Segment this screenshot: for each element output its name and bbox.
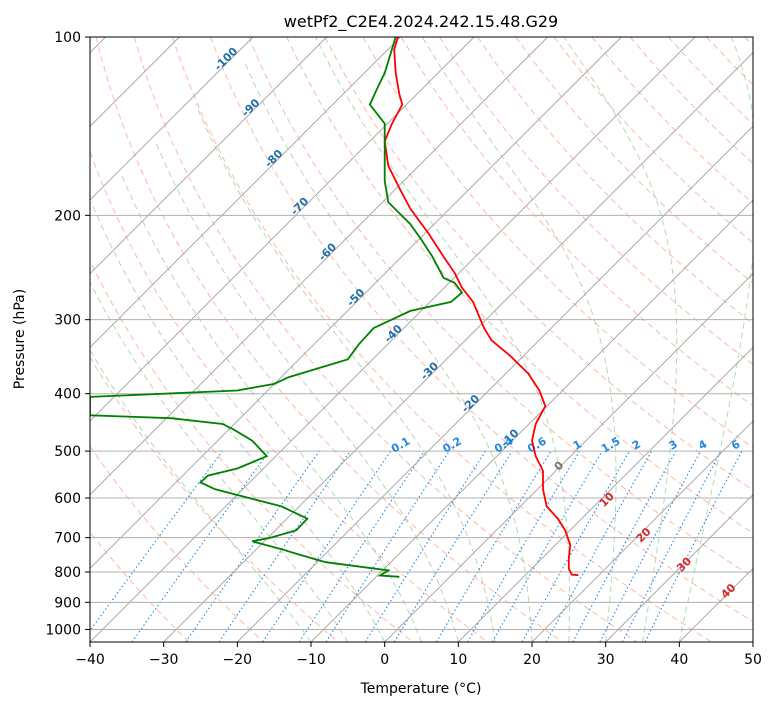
y-tick-label: 500: [54, 444, 81, 460]
y-tick-label: 900: [54, 595, 81, 611]
dry-adiabat-line: [438, 37, 753, 366]
y-tick-label: 600: [54, 491, 81, 507]
isotherm-line: [310, 199, 753, 642]
isotherms: [90, 37, 753, 642]
mixing-ratio-line: [90, 450, 223, 632]
x-tick-label: 30: [597, 652, 615, 668]
y-axis-label: Pressure (hPa): [12, 289, 28, 389]
moist-adiabat-line: [563, 37, 678, 642]
isotherm-line: [163, 52, 753, 642]
mixing-ratio-line: [545, 450, 653, 642]
mixing-ratio-line: [521, 450, 630, 642]
y-axis-ticks: 100 200 300 400 500 600 700 800 900 1000: [45, 30, 90, 638]
y-tick-label: 400: [54, 387, 81, 403]
y-tick-label: 1000: [45, 622, 81, 638]
isotherm-line: [90, 37, 401, 348]
isotherm-line: [90, 37, 327, 275]
dry-adiabat-line: [477, 37, 753, 325]
isotherm-line: [90, 37, 696, 642]
moist-adiabat-line: [678, 37, 753, 642]
dry-adiabat-line: [248, 37, 753, 578]
mixing-ratio-line: [325, 450, 450, 642]
y-tick-label: 300: [54, 313, 81, 329]
isotherm-line: [605, 494, 753, 642]
x-axis-label: Temperature (°C): [360, 681, 482, 697]
isotherm-line: [90, 37, 622, 569]
moist-adiabat-line: [90, 349, 312, 642]
isotherm-line: [90, 37, 475, 422]
isotherm-line: [237, 125, 753, 642]
x-axis-ticks: −40 −30 −20 −10 0 10 20 30 40 50: [75, 642, 762, 668]
dry-adiabat-line: [90, 150, 488, 642]
mixing-ratio-line: [393, 450, 513, 642]
mixing-ratio-line: [298, 450, 425, 642]
isotherm-line: [458, 346, 753, 642]
dry-adiabat-line: [133, 37, 638, 642]
isotherm-line: [531, 420, 753, 642]
x-tick-label: 10: [449, 652, 467, 668]
y-tick-label: 200: [54, 208, 81, 224]
dry-adiabat-line: [90, 445, 264, 642]
x-tick-label: −30: [149, 652, 179, 668]
x-tick-label: −40: [75, 652, 105, 668]
moist-adiabat-line: [195, 104, 496, 642]
y-tick-label: 700: [54, 531, 81, 547]
x-tick-label: 40: [670, 652, 688, 668]
sounding-series: [90, 37, 579, 578]
dry-adiabat-line: [210, 37, 753, 623]
plot-frame: [89, 36, 754, 643]
isotherm-line: [90, 37, 548, 496]
mixing-ratio-line: [185, 450, 320, 642]
y-tick-label: 100: [54, 30, 81, 46]
moist-adiabat-line: [315, 37, 570, 642]
mixing-ratio-line: [262, 450, 392, 642]
y-tick-label: 800: [54, 565, 81, 581]
x-tick-label: 50: [744, 652, 762, 668]
moist-adiabat-line: [90, 201, 386, 642]
pressure-gridlines: [90, 37, 753, 630]
moist-adiabat-line: [243, 61, 533, 642]
mixing-ratio-line: [218, 450, 351, 642]
dewpoint-profile-line: [90, 37, 464, 578]
dry-adiabat-line: [171, 37, 712, 642]
dry-adiabat-line: [95, 37, 563, 642]
x-tick-label: −10: [296, 652, 326, 668]
mixing-ratio-lines: [90, 450, 743, 642]
isotherm-line: [752, 641, 753, 642]
moist-adiabat-line: [120, 173, 422, 642]
mixing-ratio-label: 8: [759, 438, 772, 453]
isotherm-line: [384, 273, 753, 642]
isotherm-line: [90, 37, 254, 201]
mixing-ratio-line: [131, 450, 270, 642]
mixing-ratio-line: [644, 450, 743, 642]
mixing-ratio-line: [572, 450, 677, 642]
temperature-profile-line: [383, 37, 579, 577]
dry-adiabat-line: [90, 356, 339, 642]
x-tick-label: −20: [223, 652, 253, 668]
chart-title: wetPf2_C2E4.2024.242.15.48.G29: [284, 12, 558, 32]
x-tick-label: 20: [523, 652, 541, 668]
plot-area: -100-90-80-70-60-50-40-30-20-100.1 0.2 0.4…: [90, 37, 772, 642]
dry-adiabat-line: [324, 37, 753, 491]
moist-adiabat-line: [421, 37, 617, 642]
x-tick-label: 0: [380, 652, 389, 668]
